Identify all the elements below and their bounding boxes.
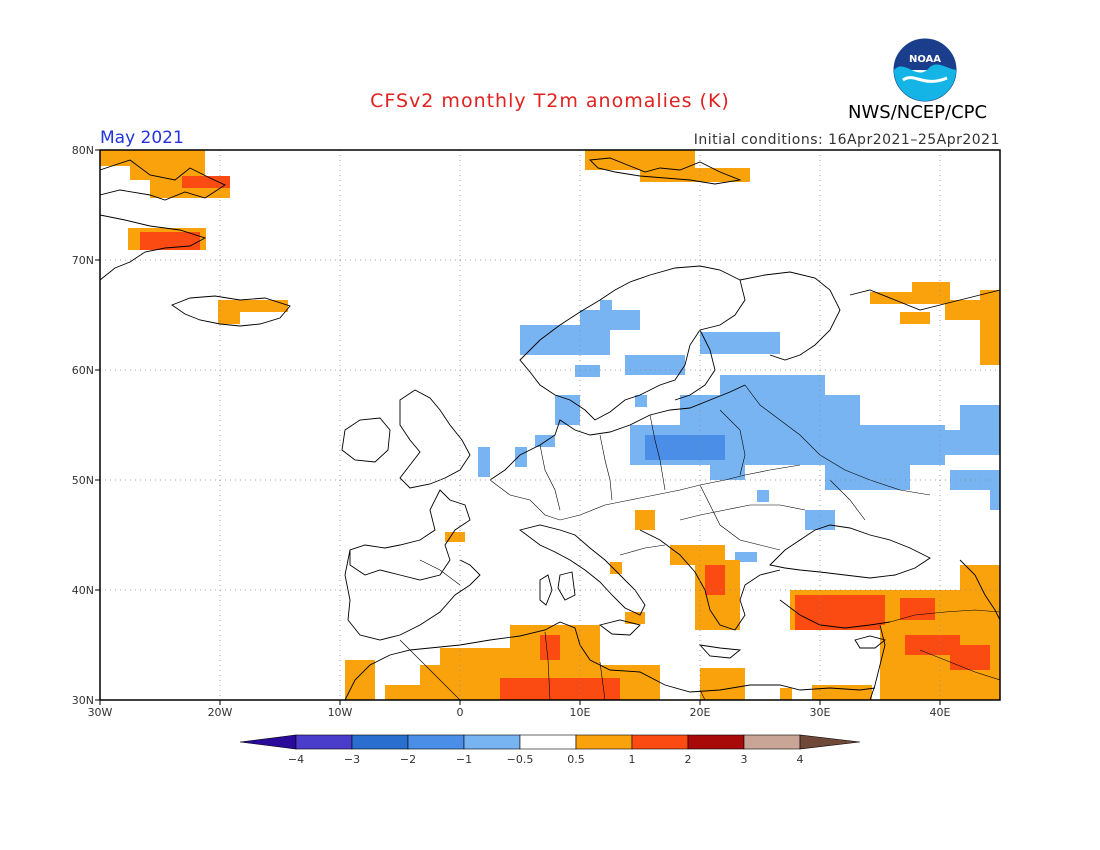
lat-label: 40N (72, 584, 94, 597)
lon-label: 20W (208, 706, 233, 719)
legend-swatch-low-arrow (239, 734, 297, 750)
lat-label: 60N (72, 364, 94, 377)
lon-label: 10W (328, 706, 353, 719)
legend-swatch (519, 734, 577, 750)
legend-tick-label: 3 (741, 753, 748, 766)
anomaly-cells (100, 150, 1000, 700)
legend-tick-label: 2 (685, 753, 692, 766)
lat-label: 80N (72, 144, 94, 157)
initial-conditions: Initial conditions: 16Apr2021–25Apr2021 (693, 132, 1000, 148)
lat-label: 70N (72, 254, 94, 267)
lon-label: 0 (457, 706, 464, 719)
gridlines (100, 150, 1000, 700)
forecast-month: May 2021 (100, 128, 184, 148)
legend-swatch (575, 734, 633, 750)
lon-label: 30E (810, 706, 831, 719)
legend-tick-label: −4 (288, 753, 304, 766)
lat-label: 50N (72, 474, 94, 487)
lon-label: 30W (88, 706, 113, 719)
legend-swatch (463, 734, 521, 750)
legend-tick-label: 0.5 (567, 753, 585, 766)
legend-tick-label: −3 (344, 753, 360, 766)
legend-swatch (351, 734, 409, 750)
legend-swatch (295, 734, 353, 750)
legend-tick-label: −0.5 (507, 753, 534, 766)
lon-label: 20E (690, 706, 711, 719)
logo-text: NOAA (909, 54, 941, 65)
legend-swatch (407, 734, 465, 750)
legend-swatch (631, 734, 689, 750)
latitude-labels: 80N 70N 60N 50N 40N 30N (72, 144, 100, 707)
agency-label: NWS/NCEP/CPC (848, 102, 988, 123)
legend-swatch (687, 734, 745, 750)
legend-tick-label: 4 (797, 753, 804, 766)
lon-label: 40E (930, 706, 951, 719)
legend-tick-labels: −4 −3 −2 −1 −0.5 0.5 1 2 3 4 (288, 753, 804, 766)
noaa-logo: NOAA (893, 38, 957, 102)
legend-swatches (239, 734, 861, 750)
legend-tick-label: −2 (400, 753, 416, 766)
chart-title: CFSv2 monthly T2m anomalies (K) (370, 90, 730, 112)
legend-swatch (743, 734, 801, 750)
longitude-labels: 30W 20W 10W 0 10E 20E 30E 40E (88, 700, 951, 719)
legend-tick-label: −1 (456, 753, 472, 766)
legend-tick-label: 1 (629, 753, 636, 766)
legend-swatch-high-arrow (799, 734, 861, 750)
lon-label: 10E (570, 706, 591, 719)
lat-label: 30N (72, 694, 94, 707)
map-frame (99, 149, 1001, 701)
